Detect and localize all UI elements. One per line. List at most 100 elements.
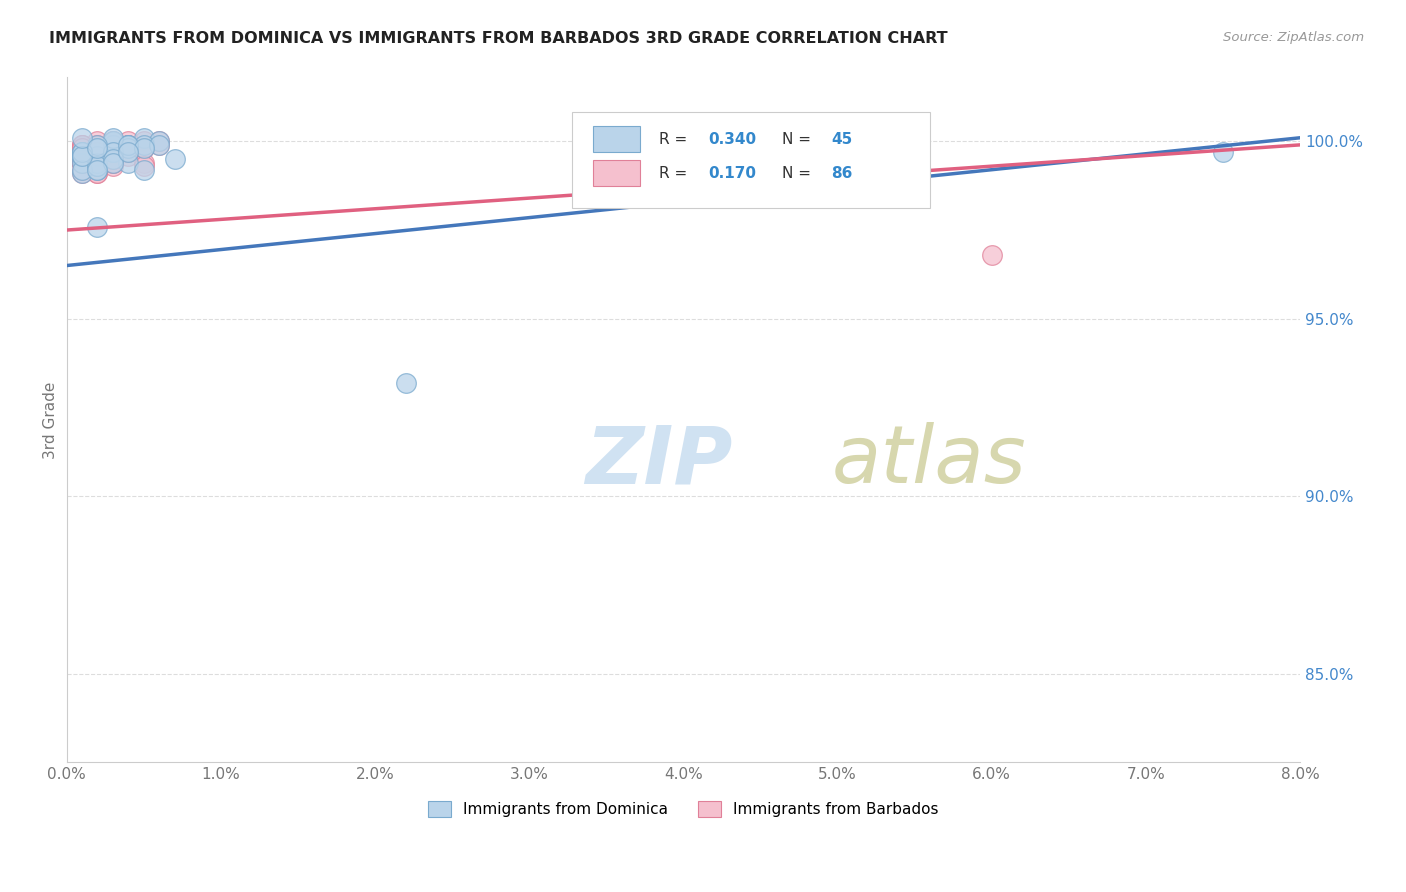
Point [70, 155, 93, 169]
Point [86, 145, 108, 159]
Point [132, 134, 155, 148]
Point [86, 155, 108, 169]
Point [70, 137, 93, 152]
Point [132, 141, 155, 155]
Point [101, 152, 124, 166]
Point [70, 166, 93, 180]
Point [117, 141, 139, 155]
Point [117, 145, 139, 159]
Point [148, 134, 170, 148]
Point [70, 145, 93, 159]
Point [86, 152, 108, 166]
Point [101, 137, 124, 152]
Point [117, 141, 139, 155]
Point [70, 145, 93, 159]
Point [86, 141, 108, 155]
Point [132, 130, 155, 145]
Point [86, 148, 108, 162]
Point [101, 148, 124, 162]
Point [70, 141, 93, 155]
Point [117, 141, 139, 155]
Point [70, 162, 93, 177]
Text: N =: N = [782, 166, 815, 181]
Point [132, 137, 155, 152]
Point [70, 162, 93, 177]
Point [101, 152, 124, 166]
Point [101, 141, 124, 155]
Point [1212, 145, 1234, 159]
Point [70, 148, 93, 162]
Point [101, 137, 124, 152]
Point [70, 141, 93, 155]
Point [395, 376, 418, 390]
Point [70, 145, 93, 159]
Point [86, 159, 108, 173]
Point [86, 159, 108, 173]
Point [148, 137, 170, 152]
Point [70, 155, 93, 169]
Point [70, 141, 93, 155]
Point [86, 137, 108, 152]
Point [86, 145, 108, 159]
Point [148, 134, 170, 148]
Point [117, 137, 139, 152]
Point [163, 152, 186, 166]
Point [86, 137, 108, 152]
Point [101, 134, 124, 148]
Point [86, 166, 108, 180]
Text: 45: 45 [831, 132, 852, 146]
Point [86, 162, 108, 177]
Point [101, 134, 124, 148]
Text: ZIP: ZIP [585, 422, 733, 500]
Point [70, 137, 93, 152]
Point [117, 145, 139, 159]
Point [101, 134, 124, 148]
Text: 0.170: 0.170 [709, 166, 756, 181]
Point [70, 148, 93, 162]
Point [101, 148, 124, 162]
Point [101, 155, 124, 169]
Point [117, 155, 139, 169]
Point [70, 166, 93, 180]
Point [86, 152, 108, 166]
Point [86, 155, 108, 169]
Legend: Immigrants from Dominica, Immigrants from Barbados: Immigrants from Dominica, Immigrants fro… [422, 795, 945, 823]
Point [101, 145, 124, 159]
Point [70, 145, 93, 159]
Point [70, 137, 93, 152]
Text: R =: R = [658, 132, 692, 146]
Text: atlas: atlas [831, 422, 1026, 500]
Point [117, 137, 139, 152]
Point [70, 152, 93, 166]
Point [86, 148, 108, 162]
Point [101, 137, 124, 152]
Point [70, 155, 93, 169]
Point [101, 155, 124, 169]
Point [86, 159, 108, 173]
Point [86, 152, 108, 166]
Text: 86: 86 [831, 166, 852, 181]
Point [101, 155, 124, 169]
Point [117, 137, 139, 152]
Point [101, 148, 124, 162]
Point [117, 137, 139, 152]
Point [86, 148, 108, 162]
Point [86, 162, 108, 177]
FancyBboxPatch shape [593, 126, 640, 153]
Point [132, 155, 155, 169]
Point [86, 145, 108, 159]
Point [101, 137, 124, 152]
Text: 0.340: 0.340 [709, 132, 756, 146]
Point [70, 148, 93, 162]
Point [70, 145, 93, 159]
Point [70, 148, 93, 162]
Point [148, 137, 170, 152]
Point [70, 145, 93, 159]
Point [86, 155, 108, 169]
Point [86, 134, 108, 148]
Point [132, 159, 155, 173]
Point [86, 141, 108, 155]
Text: N =: N = [782, 132, 815, 146]
Point [101, 145, 124, 159]
Point [101, 137, 124, 152]
